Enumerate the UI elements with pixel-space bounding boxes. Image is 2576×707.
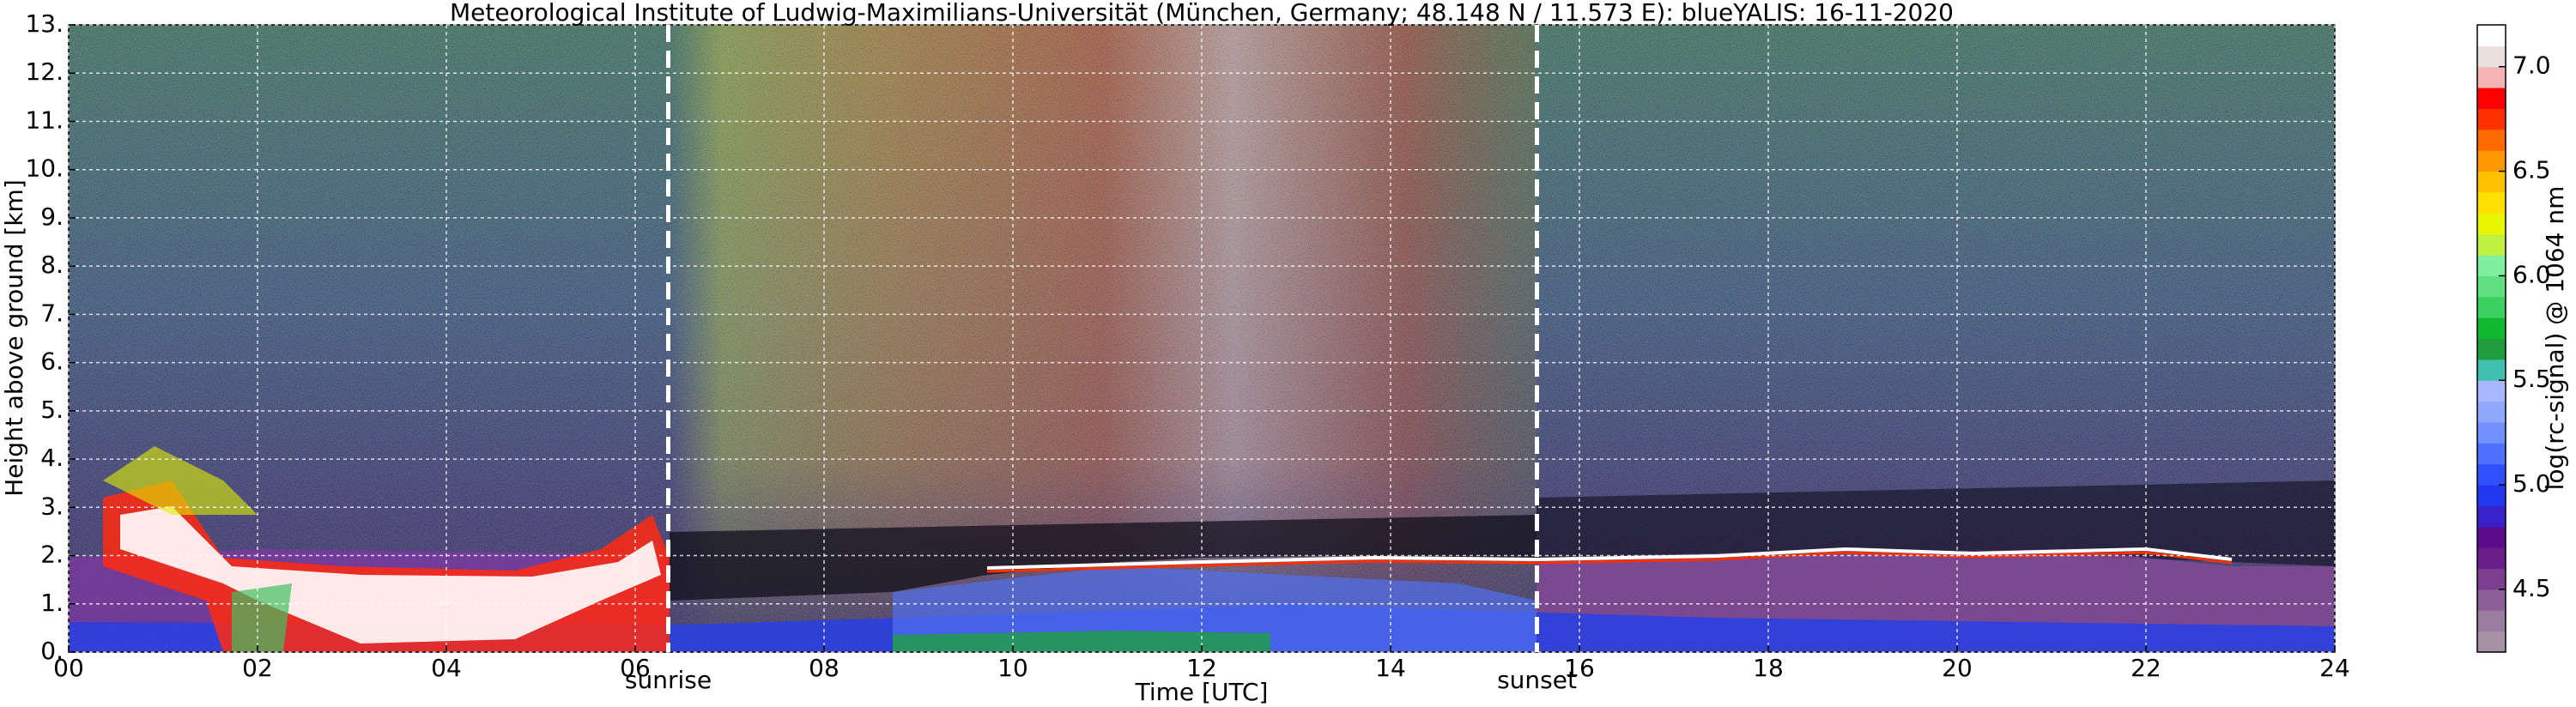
y-tick-label: 8.	[40, 251, 64, 279]
colorbar-segment	[2477, 88, 2506, 109]
y-tick-label: 4.	[40, 444, 64, 472]
colorbar-segment	[2477, 45, 2506, 68]
x-tick-label: 10	[997, 654, 1028, 682]
colorbar-segment	[2477, 380, 2506, 402]
x-tick-label: 24	[2319, 654, 2350, 682]
y-tick-label: 12.	[25, 57, 64, 86]
colorbar-segment	[2477, 129, 2506, 151]
x-tick-label: 16	[1564, 654, 1595, 682]
colorbar-segment	[2477, 443, 2506, 465]
colorbar-tick-label: 4.5	[2512, 574, 2551, 602]
colorbar-segment	[2477, 255, 2506, 276]
colorbar-segment	[2477, 401, 2506, 423]
y-tick-label: 6.	[40, 347, 64, 376]
colorbar-segment	[2477, 191, 2506, 214]
colorbar-label: log(rc-signal) @ 1064 nm	[2541, 186, 2569, 491]
y-tick-label: 2.	[40, 541, 64, 569]
colorbar-segment	[2477, 171, 2506, 193]
y-tick-label: 9.	[40, 202, 64, 231]
y-tick-label: 3.	[40, 492, 64, 520]
colorbar-segment	[2477, 526, 2506, 548]
y-axis-label: Height above ground [km]	[0, 179, 28, 497]
colorbar-tick-label: 5.5	[2512, 365, 2551, 393]
x-tick-label: 00	[53, 654, 84, 682]
y-tick-label: 10.	[25, 154, 64, 183]
x-tick-label: 14	[1375, 654, 1406, 682]
colorbar-segment	[2477, 25, 2506, 46]
colorbar-segment	[2477, 505, 2506, 528]
colorbar-segment	[2477, 421, 2506, 444]
colorbar-segment	[2477, 589, 2506, 611]
annotation-label: sunrise	[625, 666, 712, 694]
colorbar-segment	[2477, 296, 2506, 318]
y-tick-label: 13.	[25, 9, 64, 38]
colorbar-segment	[2477, 631, 2506, 653]
colorbar-segment	[2477, 108, 2506, 130]
x-tick-label: 18	[1753, 654, 1784, 682]
x-axis-label: Time [UTC]	[1135, 678, 1269, 706]
y-tick-label: 1.	[40, 589, 64, 617]
x-tick-label: 08	[809, 654, 839, 682]
x-tick-label: 12	[1186, 654, 1217, 682]
colorbar-frame	[2476, 24, 2506, 653]
x-tick-label: 22	[2131, 654, 2161, 682]
chart-title: Meteorological Institute of Ludwig-Maxim…	[450, 0, 1954, 27]
colorbar-tick-label: 6.5	[2512, 156, 2551, 184]
colorbar-segment	[2477, 275, 2506, 298]
x-tick-label: 02	[242, 654, 273, 682]
x-tick-label: 04	[431, 654, 462, 682]
y-tick-label: 11.	[25, 106, 64, 134]
colorbar-segment	[2477, 359, 2506, 381]
colorbar-tick-label: 6.0	[2512, 260, 2551, 288]
colorbar-segment	[2477, 233, 2506, 256]
colorbar-segment	[2477, 547, 2506, 570]
colorbar-segment	[2477, 463, 2506, 486]
colorbar-tick-label: 7.0	[2512, 51, 2551, 80]
colorbar-segment	[2477, 568, 2506, 590]
x-tick-label: 06	[620, 654, 651, 682]
colorbar-segment	[2477, 485, 2506, 506]
backscatter-image	[69, 25, 2335, 652]
y-tick-label: 5.	[40, 396, 64, 424]
y-tick-label: 0.	[40, 637, 64, 665]
colorbar-tick-label: 5.0	[2512, 469, 2551, 498]
colorbar-segment	[2477, 213, 2506, 235]
y-tick-label: 7.	[40, 299, 64, 327]
colorbar-segment	[2477, 150, 2506, 172]
colorbar-segment	[2477, 66, 2506, 88]
colorbar-segment	[2477, 338, 2506, 360]
colorbar-segment	[2477, 610, 2506, 632]
annotation-label: sunset	[1497, 666, 1577, 694]
colorbar-segment	[2477, 317, 2506, 339]
x-tick-label: 20	[1942, 654, 1973, 682]
